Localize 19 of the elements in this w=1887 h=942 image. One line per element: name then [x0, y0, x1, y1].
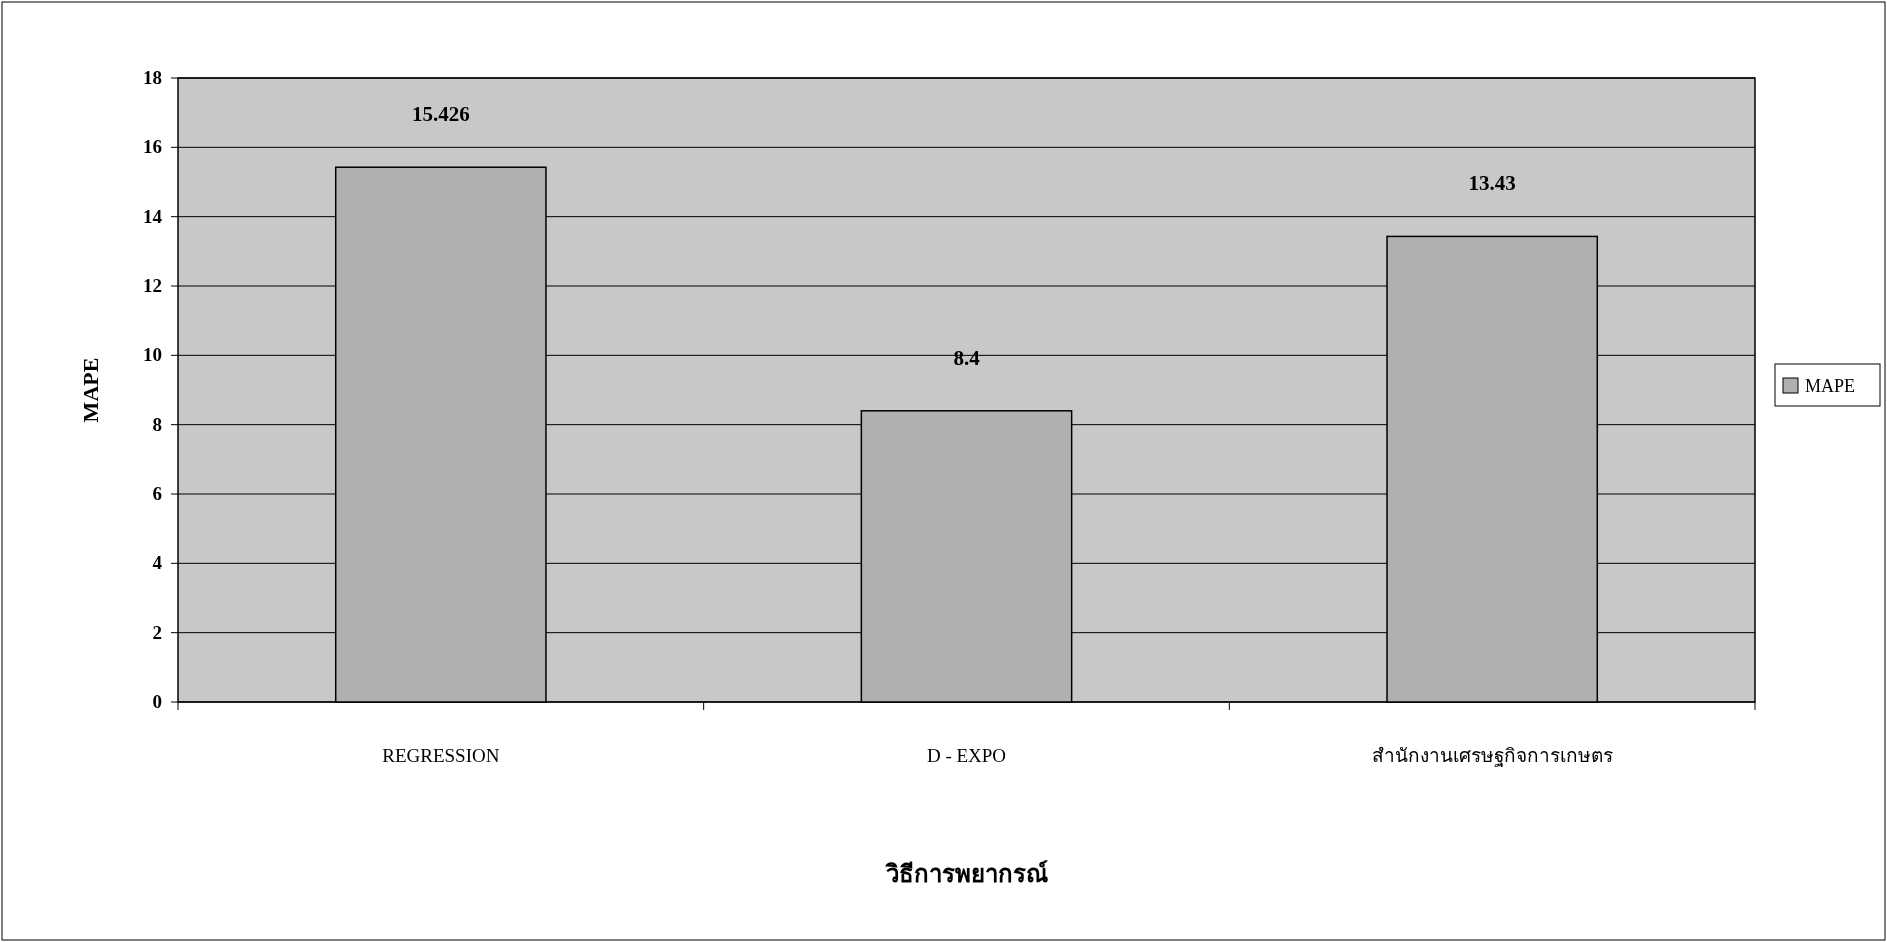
x-tick-label: D - EXPO — [926, 745, 1007, 766]
y-tick-label: 6 — [152, 483, 162, 504]
y-tick-label: 4 — [152, 552, 163, 574]
y-tick-label: 8 — [152, 413, 162, 435]
data-label: 15.426 — [411, 102, 470, 127]
y-axis-title: MAPE — [78, 357, 103, 423]
y-tick-label: 10 — [143, 344, 162, 366]
y-tick-label: 18 — [143, 67, 162, 88]
y-tick-label: 0 — [152, 691, 162, 712]
x-tick-label: REGRESSION — [382, 745, 500, 766]
data-label: 13.43 — [1468, 171, 1516, 196]
y-tick-label: 12 — [143, 275, 162, 296]
x-tick-label: สำนักงานเศรษฐกิจการเกษตร — [1371, 745, 1613, 767]
y-tick-label: 16 — [143, 136, 162, 158]
y-tick-label: 14 — [143, 205, 163, 227]
y-tick-label: 2 — [152, 621, 162, 643]
x-axis-title: วิธีการพยากรณ์ — [884, 860, 1048, 887]
legend-label: MAPE — [1805, 376, 1856, 396]
legend: MAPE — [1774, 363, 1881, 407]
